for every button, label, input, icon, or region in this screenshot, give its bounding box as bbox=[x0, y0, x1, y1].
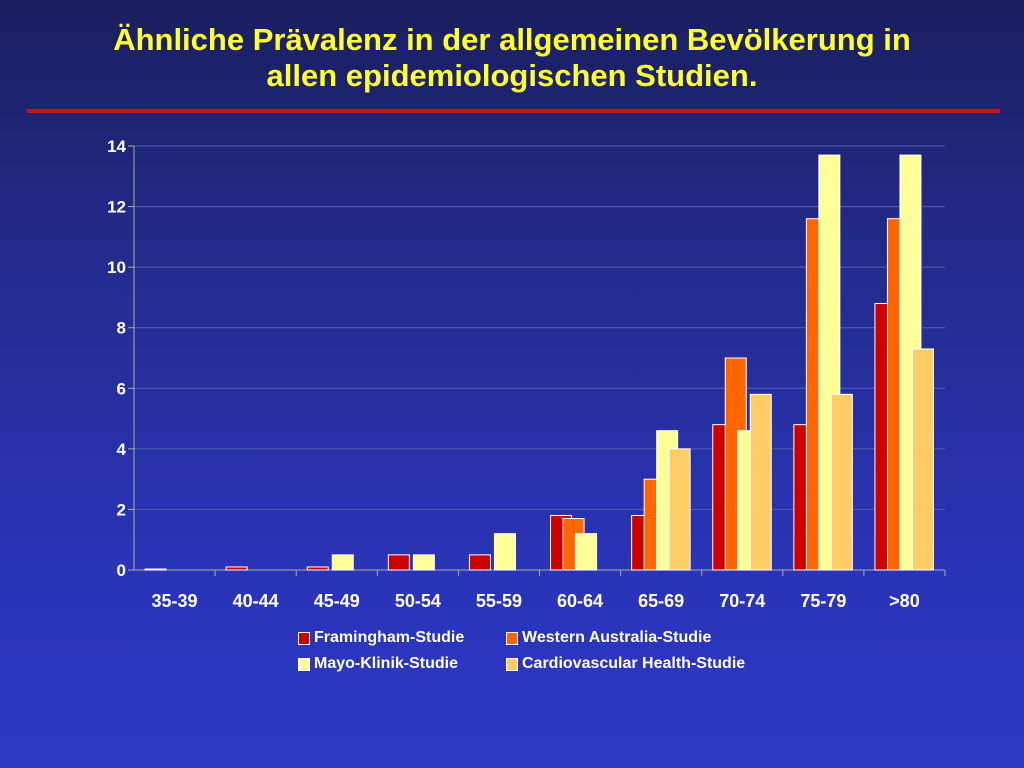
x-tick-label: 70-74 bbox=[719, 591, 765, 611]
bar bbox=[493, 533, 516, 571]
y-tick-label: 0 bbox=[117, 561, 126, 580]
bar bbox=[468, 554, 491, 571]
x-tick-label: 35-39 bbox=[152, 591, 198, 611]
slide-title-line-1: Ähnliche Prävalenz in der allgemeinen Be… bbox=[113, 22, 911, 57]
x-tick-label: 65-69 bbox=[638, 591, 684, 611]
bar bbox=[331, 554, 354, 571]
legend-item: Western Australia-Studie bbox=[506, 629, 711, 647]
bar bbox=[225, 566, 248, 571]
y-tick-label: 14 bbox=[107, 137, 126, 156]
bar bbox=[387, 554, 410, 571]
legend-swatch bbox=[298, 631, 310, 645]
y-tick-label: 6 bbox=[117, 379, 126, 398]
bar bbox=[412, 554, 435, 571]
slide-title-line-2: allen epidemiologischen Studien. bbox=[266, 58, 758, 93]
legend-item: Cardiovascular Health-Studie bbox=[506, 655, 745, 673]
x-tick-label: 60-64 bbox=[557, 591, 603, 611]
x-tick-label: 45-49 bbox=[314, 591, 360, 611]
bar bbox=[911, 348, 934, 571]
legend-label: Framingham-Studie bbox=[314, 629, 465, 646]
legend-swatch bbox=[506, 631, 518, 645]
x-tick-label: 75-79 bbox=[800, 591, 846, 611]
x-tick-label: 55-59 bbox=[476, 591, 522, 611]
x-tick-label: 50-54 bbox=[395, 591, 441, 611]
x-tick-label: >80 bbox=[889, 591, 920, 611]
title-divider bbox=[27, 109, 1000, 113]
bar bbox=[749, 393, 772, 571]
y-tick-label: 4 bbox=[117, 440, 127, 459]
bar bbox=[306, 566, 329, 571]
y-tick-label: 10 bbox=[107, 258, 126, 277]
legend-label: Western Australia-Studie bbox=[522, 629, 712, 646]
legend-item: Framingham-Studie bbox=[298, 629, 464, 647]
y-tick-label: 8 bbox=[117, 319, 126, 338]
legend-label: Cardiovascular Health-Studie bbox=[522, 655, 746, 672]
y-tick-label: 12 bbox=[107, 198, 126, 217]
slide-title: Ähnliche Prävalenz in der allgemeinen Be… bbox=[40, 22, 984, 94]
bar bbox=[830, 393, 853, 571]
legend-swatch bbox=[506, 657, 518, 671]
legend-swatch bbox=[298, 657, 310, 671]
y-tick-label: 2 bbox=[117, 500, 126, 519]
x-tick-label: 40-44 bbox=[233, 591, 279, 611]
bar bbox=[575, 533, 598, 571]
bar bbox=[144, 568, 167, 571]
legend-label: Mayo-Klinik-Studie bbox=[314, 655, 459, 672]
bar-chart: 0 2 4 6 8 10 12 14 35-39 40-44 45-49 50-54 55-59 60-6… bbox=[107, 137, 946, 611]
legend-item: Mayo-Klinik-Studie bbox=[298, 655, 458, 673]
bar bbox=[668, 448, 691, 571]
